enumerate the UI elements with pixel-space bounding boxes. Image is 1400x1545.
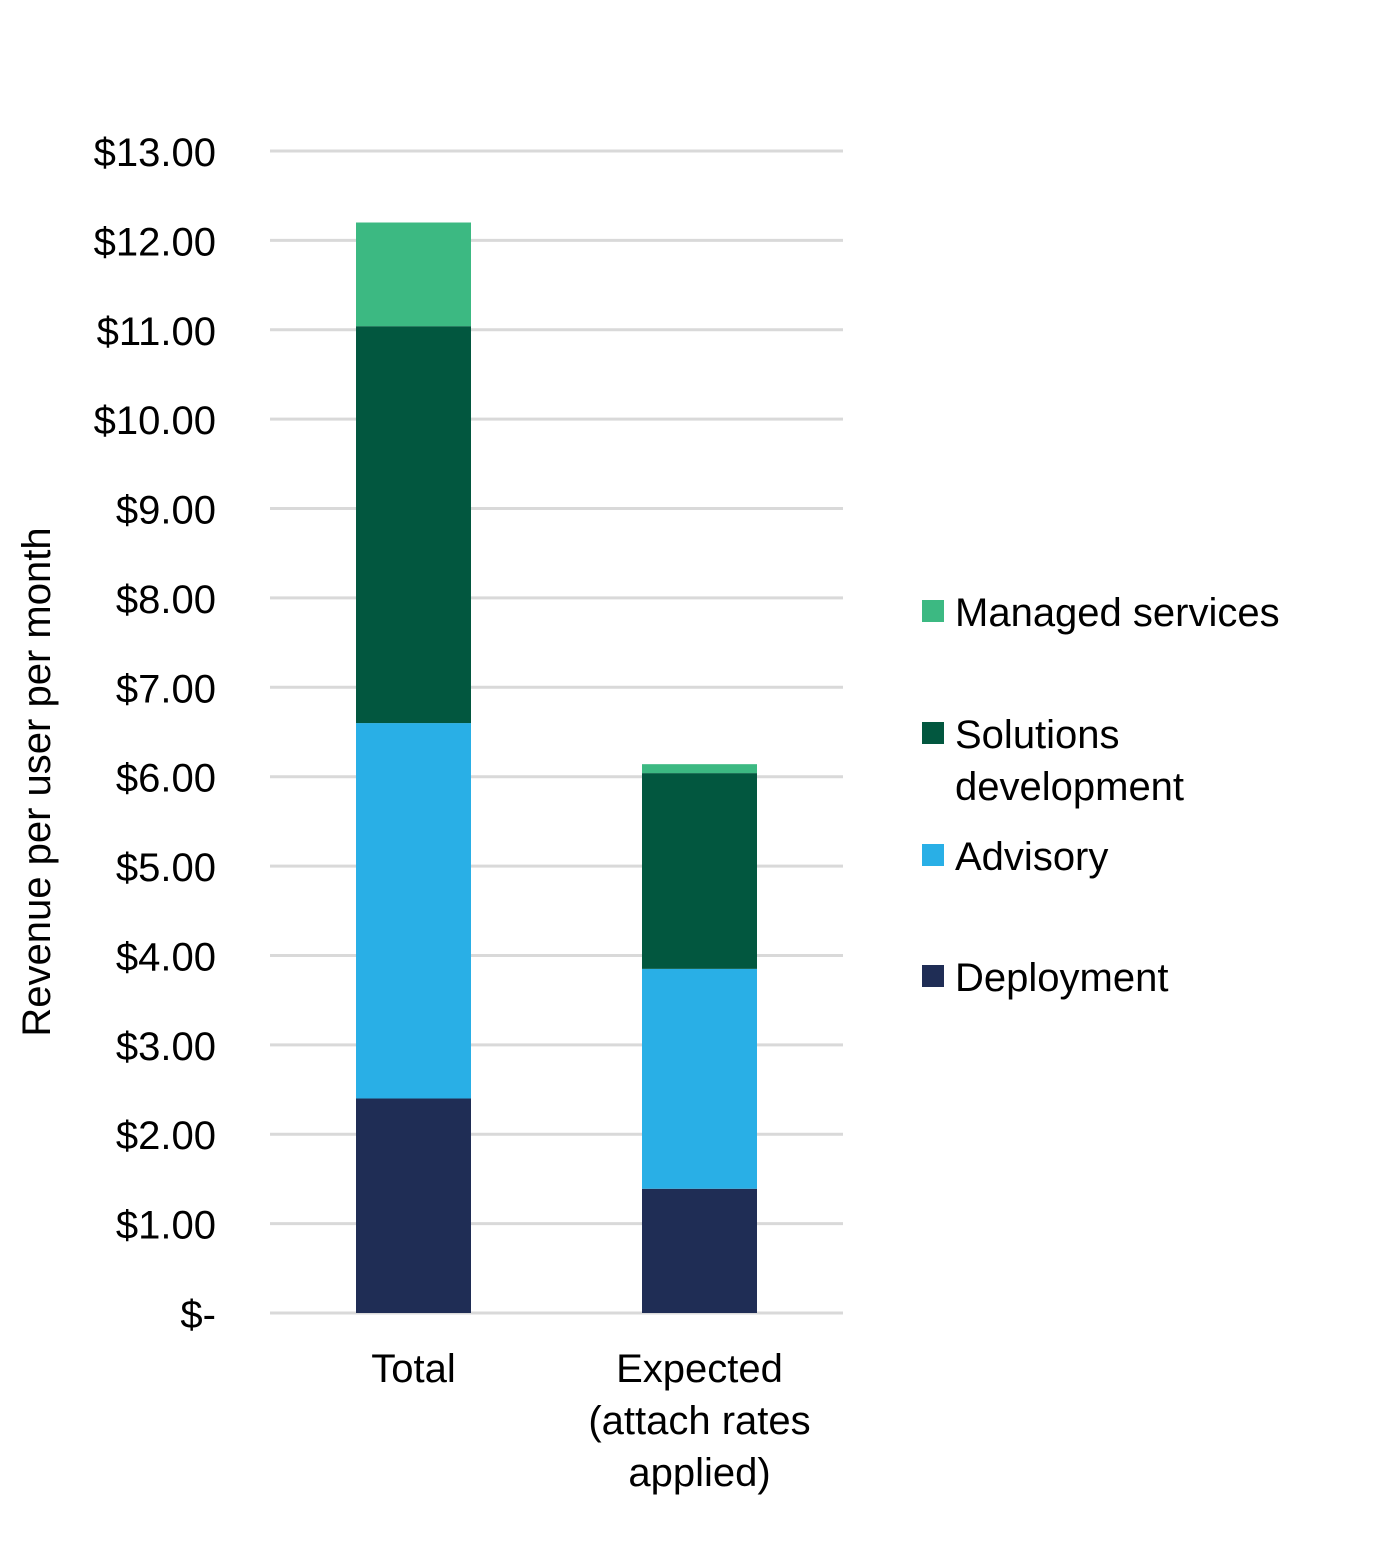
y-tick-label: $1.00 [116, 1204, 216, 1248]
y-tick-label: $3.00 [116, 1025, 216, 1069]
y-tick-label: $5.00 [116, 846, 216, 890]
x-tick-label: Total [371, 1347, 456, 1391]
y-tick-label: $12.00 [94, 220, 216, 264]
x-tick-label: Expected [616, 1347, 783, 1391]
bar-segment-solutions-development [356, 326, 471, 724]
legend-swatch [922, 844, 944, 866]
y-tick-label: $9.00 [116, 489, 216, 533]
legend-swatch [922, 600, 944, 622]
legend-label: Solutions [955, 713, 1120, 757]
y-tick-label: $11.00 [97, 310, 216, 354]
bar-segment-managed-services [642, 764, 757, 774]
bar-segment-solutions-development [642, 773, 757, 969]
y-tick-label: $8.00 [116, 578, 216, 622]
y-tick-label: $13.00 [94, 131, 216, 175]
y-tick-label: $4.00 [116, 935, 216, 979]
y-axis-label: Revenue per user per month [15, 527, 59, 1036]
legend-swatch [922, 965, 944, 987]
legend-label: development [955, 765, 1184, 809]
x-tick-label: applied) [628, 1451, 770, 1495]
y-tick-label: $7.00 [116, 667, 216, 711]
legend-label: Deployment [955, 956, 1168, 1000]
bar-segment-deployment [356, 1098, 471, 1313]
legend-label: Managed services [955, 591, 1280, 635]
x-tick-label: (attach rates [588, 1399, 810, 1443]
y-tick-label: $- [180, 1293, 216, 1337]
y-tick-label: $2.00 [116, 1114, 216, 1158]
bar-segment-advisory [642, 968, 757, 1189]
legend-swatch [922, 722, 944, 744]
bar-segment-managed-services [356, 222, 471, 327]
y-tick-label: $6.00 [116, 757, 216, 801]
bar-segment-advisory [356, 723, 471, 1099]
y-tick-label: $10.00 [94, 399, 216, 443]
legend-label: Advisory [955, 835, 1108, 879]
bar-segment-deployment [642, 1188, 757, 1313]
